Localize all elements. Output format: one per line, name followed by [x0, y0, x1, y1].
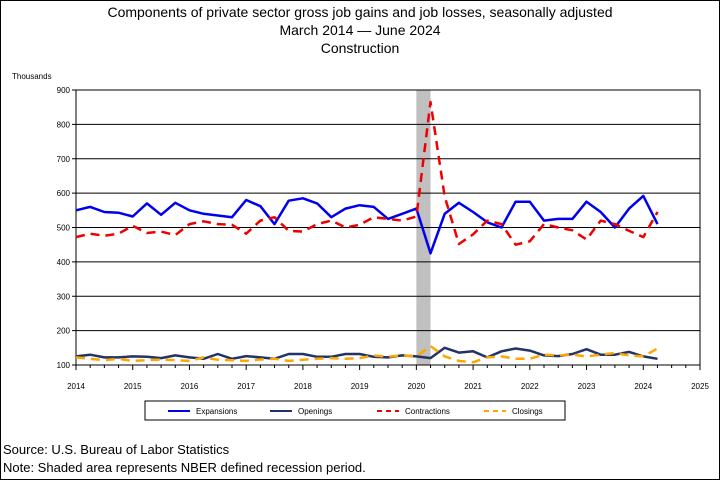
legend-label-openings: Openings — [298, 407, 332, 416]
recession-note-text: Note: Shaded area represents NBER define… — [3, 460, 366, 475]
series-line-contractions — [75, 100, 659, 246]
source-note: Source: U.S. Bureau of Labor Statistics … — [3, 441, 366, 477]
x-tick-label: 2016 — [181, 382, 199, 391]
y-tick-label: 800 — [57, 120, 71, 129]
y-tick-label: 200 — [57, 327, 71, 336]
x-tick-label: 2020 — [407, 382, 425, 391]
y-tick-label: 300 — [57, 292, 71, 301]
y-tick-label: 600 — [57, 189, 71, 198]
title-line-2: March 2014 — June 2024 — [279, 22, 441, 38]
legend-box — [144, 400, 566, 421]
x-tick-label: 2021 — [464, 382, 482, 391]
y-tick-label: 700 — [57, 155, 71, 164]
source-text: Source: U.S. Bureau of Labor Statistics — [3, 442, 230, 457]
y-axis-unit-label: Thousands — [12, 72, 52, 81]
title-line-1: Components of private sector gross job g… — [107, 4, 613, 20]
x-tick-label: 2022 — [521, 382, 539, 391]
series-line-expansions — [75, 194, 659, 255]
legend-label-contractions: Contractions — [405, 407, 450, 416]
legend-label-expansions: Expansions — [196, 407, 237, 416]
y-tick-label: 400 — [57, 258, 71, 267]
x-tick-label: 2025 — [691, 382, 709, 391]
x-tick-label: 2015 — [124, 382, 142, 391]
x-tick-label: 2017 — [237, 382, 255, 391]
legend-label-closings: Closings — [512, 407, 543, 416]
y-tick-label: 900 — [57, 86, 71, 95]
x-tick-label: 2019 — [351, 382, 369, 391]
x-tick-label: 2014 — [67, 382, 85, 391]
x-tick-label: 2024 — [634, 382, 652, 391]
x-tick-label: 2023 — [578, 382, 596, 391]
y-tick-label: 100 — [57, 361, 71, 370]
title-line-3: Construction — [320, 40, 400, 56]
y-tick-label: 500 — [57, 224, 71, 233]
x-tick-label: 2018 — [294, 382, 312, 391]
chart-title: Components of private sector gross job g… — [0, 3, 720, 57]
series-line-closings — [75, 344, 659, 364]
